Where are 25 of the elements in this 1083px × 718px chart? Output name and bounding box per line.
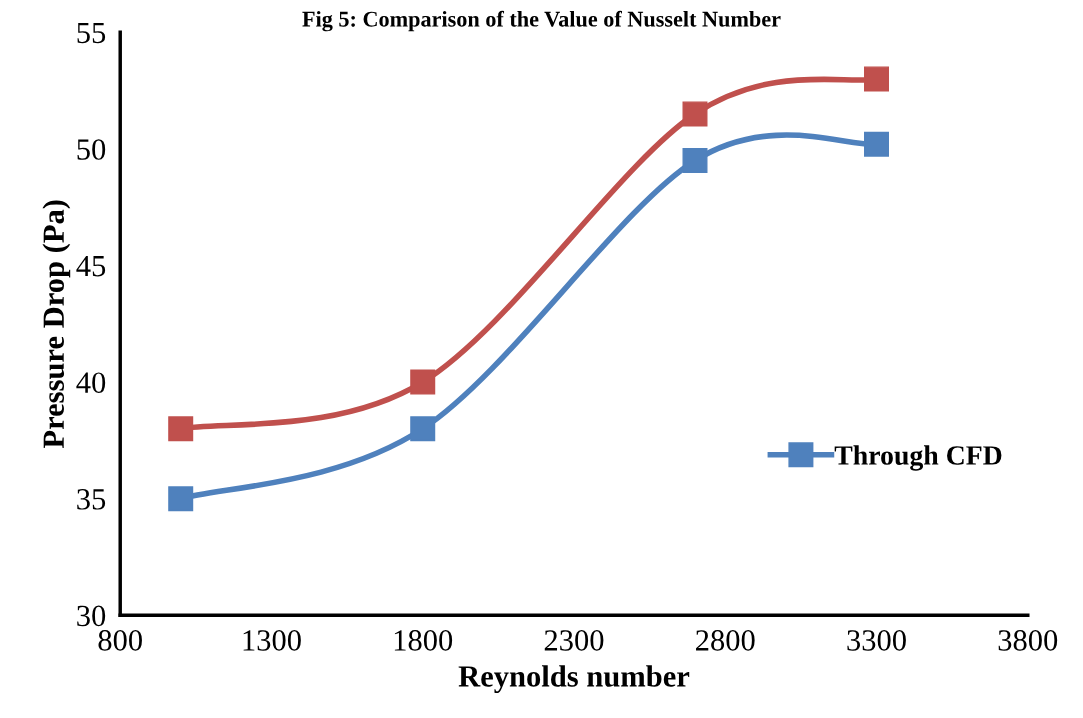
y-tick-label: 40 bbox=[76, 372, 106, 394]
x-tick-label: 3800 bbox=[998, 630, 1058, 651]
point bbox=[682, 101, 708, 127]
x-tick-label: 1300 bbox=[243, 630, 301, 651]
point bbox=[168, 416, 194, 442]
x-tick-label: 800 bbox=[98, 630, 142, 651]
point bbox=[682, 148, 708, 174]
x-tick-label: 2800 bbox=[696, 630, 755, 651]
x-tick-label: 2300 bbox=[544, 630, 604, 651]
x-tick-label: 1800 bbox=[394, 630, 453, 651]
x-tick-label: 3300 bbox=[847, 630, 906, 651]
y-axis-title: Pressure Drop (Pa) bbox=[42, 200, 71, 449]
point bbox=[864, 131, 890, 157]
y-tick-label: 45 bbox=[76, 256, 106, 277]
y-tick-label: 50 bbox=[77, 139, 106, 160]
point bbox=[864, 66, 890, 92]
point bbox=[410, 416, 436, 442]
point bbox=[168, 486, 194, 512]
x-axis-title: Reynolds number bbox=[458, 665, 690, 694]
y-tick-label: 30 bbox=[77, 605, 106, 627]
chart-title: Fig 5: Comparison of the Value of Nusselt Number bbox=[302, 10, 781, 32]
legend-label: Through CFD bbox=[834, 445, 1002, 471]
y-tick-label: 55 bbox=[77, 22, 106, 44]
y-tick-label: 35 bbox=[77, 489, 106, 510]
point bbox=[410, 369, 436, 395]
